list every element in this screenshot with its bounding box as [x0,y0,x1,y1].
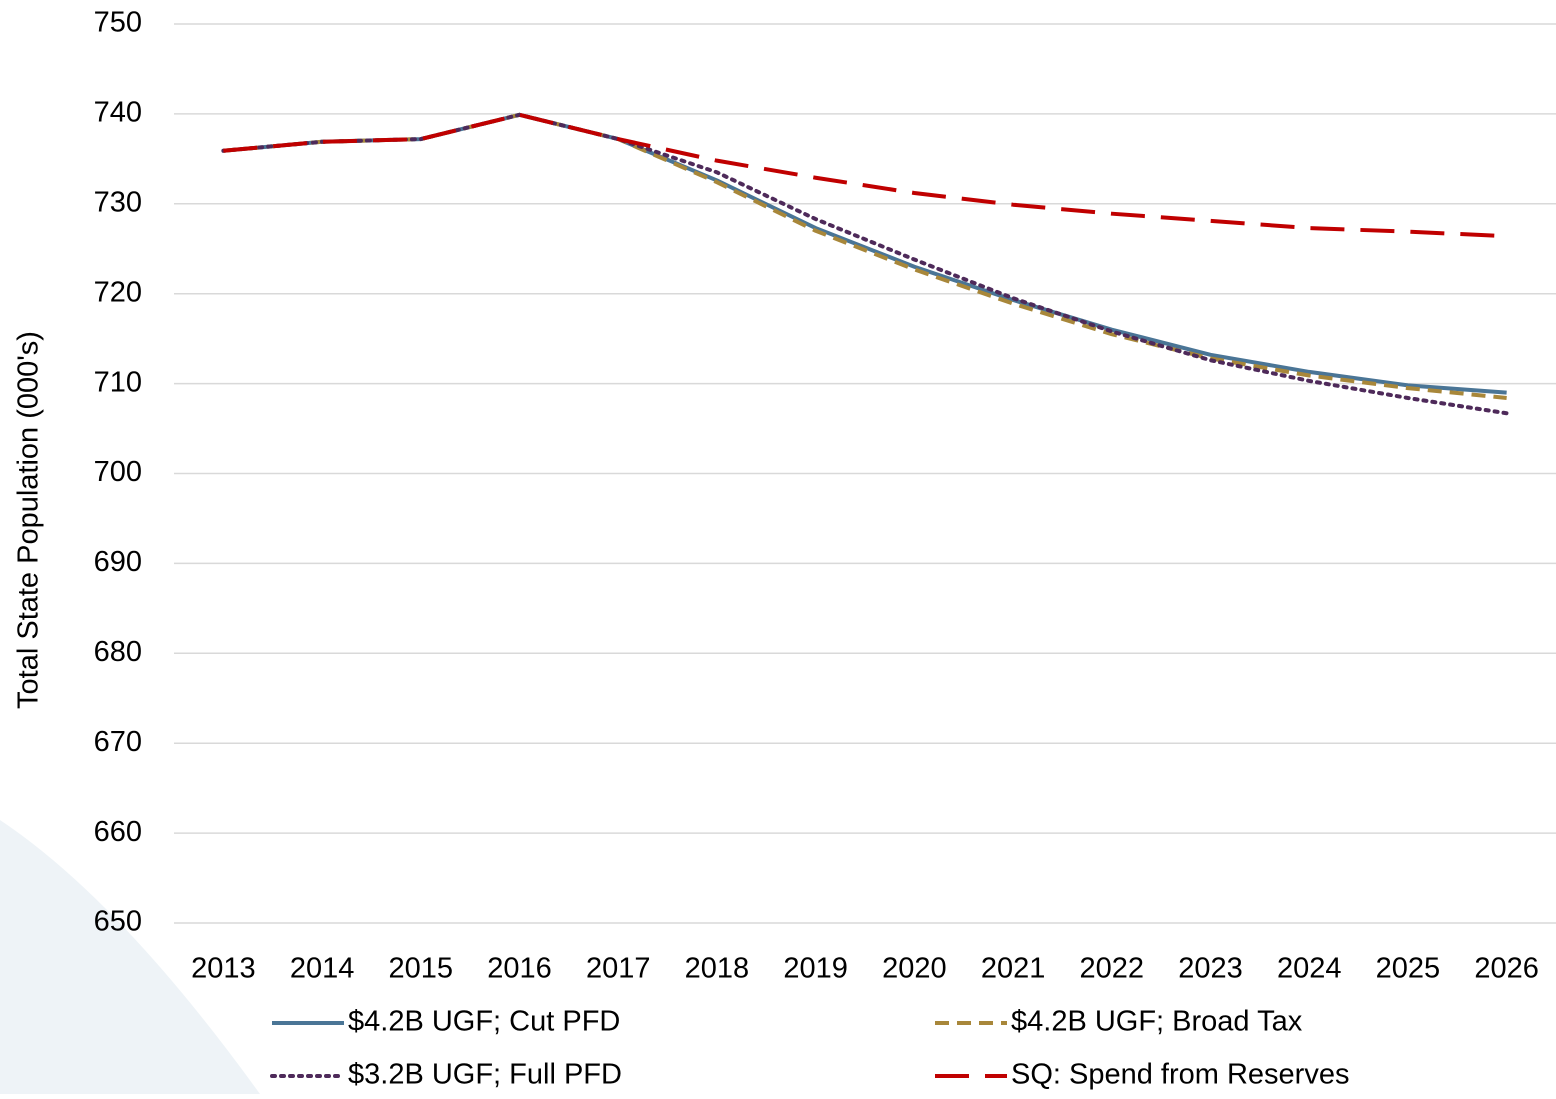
y-tick-label: 690 [94,546,142,578]
x-tick-label: 2025 [1376,953,1441,985]
legend-label: $3.2B UGF; Full PFD [348,1059,622,1091]
y-tick-label: 670 [94,726,142,758]
legend-label: $4.2B UGF; Broad Tax [1011,1006,1303,1038]
series-line [223,112,1507,400]
x-tick-label: 2026 [1474,953,1539,985]
x-tick-label: 2018 [685,953,750,985]
y-tick-label: 710 [94,366,142,398]
series-line [223,112,1507,395]
x-tick-label: 2019 [783,953,848,985]
x-tick-label: 2014 [290,953,355,985]
y-tick-label: 700 [94,456,142,488]
y-tick-label: 720 [94,276,142,308]
legend-label: $4.2B UGF; Cut PFD [348,1006,620,1038]
x-tick-label: 2024 [1277,953,1342,985]
y-tick-label: 730 [94,186,142,218]
y-tick-label: 680 [94,636,142,668]
y-axis-label: Total State Population (000's) [13,331,45,709]
x-tick-label: 2023 [1178,953,1243,985]
x-tick-label: 2013 [191,953,256,985]
x-tick-label: 2022 [1080,953,1145,985]
series-line [223,112,1507,239]
x-tick-label: 2021 [981,953,1046,985]
legend-label: SQ: Spend from Reserves [1011,1059,1349,1091]
y-tick-label: 650 [94,906,142,938]
y-tick-label: 660 [94,816,142,848]
x-tick-label: 2016 [487,953,552,985]
series-line [221,112,1509,416]
x-tick-label: 2020 [882,953,947,985]
y-tick-label: 750 [94,7,142,39]
x-tick-label: 2017 [586,953,651,985]
background-shape [0,820,260,1094]
x-tick-label: 2015 [389,953,454,985]
y-tick-label: 740 [94,97,142,129]
